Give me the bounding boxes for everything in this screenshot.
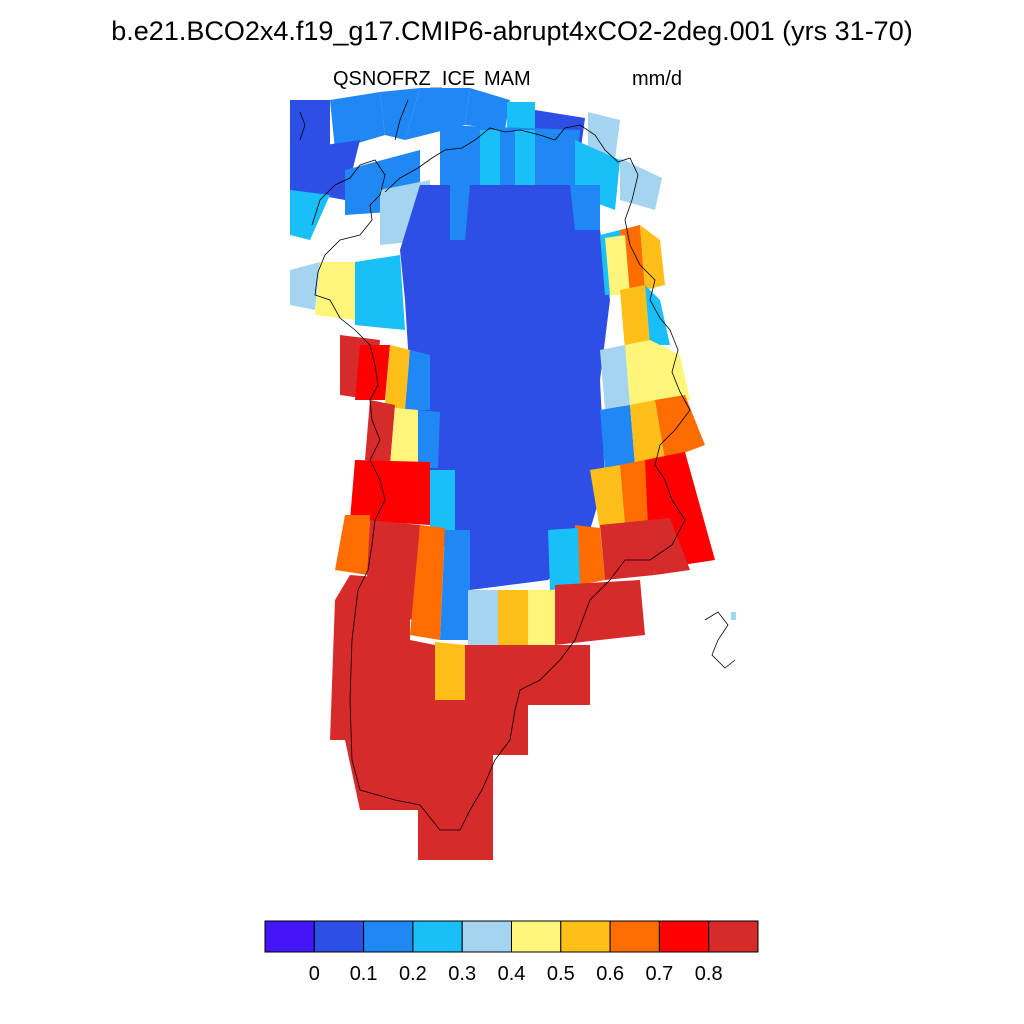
coastline — [299, 99, 736, 831]
colorbar-box-0 — [264, 920, 315, 953]
colorbar-box-9 — [708, 920, 759, 953]
colorbar-box-4 — [461, 920, 513, 953]
south-cells — [330, 575, 645, 860]
east-cells — [548, 225, 715, 590]
north-cells — [290, 88, 662, 245]
colorbar-box-3 — [412, 920, 463, 953]
colorbar-label-4: 0.4 — [498, 963, 526, 985]
colorbar-box-2 — [363, 920, 414, 953]
colorbar-label-8: 0.8 — [695, 963, 723, 985]
colorbar-label-2: 0.2 — [399, 963, 427, 985]
colorbar-label-3: 0.3 — [448, 963, 476, 985]
plot-title: b.e21.BCO2x4.f19_g17.CMIP6-abrupt4xCO2-2… — [111, 16, 913, 46]
season-label: MAM — [484, 68, 531, 90]
variable-label: QSNOFRZ_ICE — [333, 68, 476, 90]
colorbar-box-5 — [511, 920, 562, 953]
units-label: mm/d — [632, 68, 682, 90]
colorbar-box-6 — [560, 920, 611, 953]
colorbar-label-7: 0.7 — [645, 963, 673, 985]
colorbar-box-7 — [609, 920, 660, 953]
colorbar-box-1 — [313, 920, 365, 953]
colorbar-label-5: 0.5 — [547, 963, 575, 985]
small-cell — [731, 612, 736, 620]
colorbar-box-8 — [658, 920, 710, 953]
colorbar-label-0: 0 — [309, 963, 320, 985]
colorbar-label-6: 0.6 — [596, 963, 624, 985]
colorbar-label-1: 0.1 — [350, 963, 378, 985]
